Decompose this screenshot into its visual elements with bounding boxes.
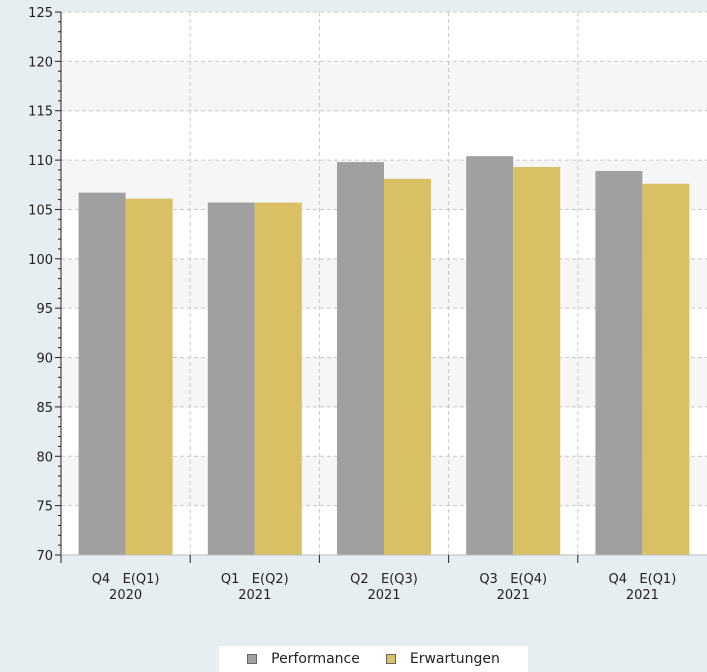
x-category-label: Q1 E(Q2) [221,572,289,587]
grid-band [61,61,707,111]
bar-erwartungen-2 [384,178,431,555]
x-category-label: 2021 [367,588,400,603]
y-tick-label: 110 [28,154,53,169]
x-category-label: 2021 [626,588,659,603]
y-tick-label: 105 [28,203,53,218]
x-category-label: 2021 [497,588,530,603]
y-tick-label: 85 [36,401,53,416]
y-tick-label: 100 [28,253,53,268]
legend-item-erwartungen: Erwartungen [385,651,500,667]
bar-erwartungen-4 [642,183,690,555]
y-tick-label: 90 [36,352,53,367]
y-tick-label: 70 [36,549,53,564]
x-category-label: 2021 [238,588,271,603]
y-tick-label: 95 [36,302,53,317]
y-tick-label: 125 [28,6,53,21]
x-category-label: 2020 [109,588,142,603]
legend-swatch-performance [247,654,258,664]
bar-performance-2 [337,162,384,555]
bar-erwartungen-1 [254,202,302,555]
bar-erwartungen-3 [513,167,561,555]
bar-performance-3 [466,156,514,555]
bar-performance-1 [207,202,255,555]
bar-performance-0 [78,192,126,556]
x-category-label: Q3 E(Q4) [479,572,547,587]
legend: Performance Erwartungen [219,646,528,672]
legend-label-performance: Performance [271,651,360,667]
x-category-label: Q4 E(Q1) [609,572,677,587]
y-tick-label: 75 [36,500,53,515]
x-category-label: Q2 E(Q3) [350,572,418,587]
legend-item-performance: Performance [247,651,360,667]
y-tick-label: 115 [28,105,53,120]
y-tick-label: 120 [28,55,53,70]
x-category-label: Q4 E(Q1) [92,572,160,587]
bar-performance-4 [595,170,643,555]
legend-swatch-erwartungen [385,654,396,664]
y-tick-label: 80 [36,450,53,465]
legend-label-erwartungen: Erwartungen [409,651,500,667]
bar-erwartungen-0 [125,198,173,555]
